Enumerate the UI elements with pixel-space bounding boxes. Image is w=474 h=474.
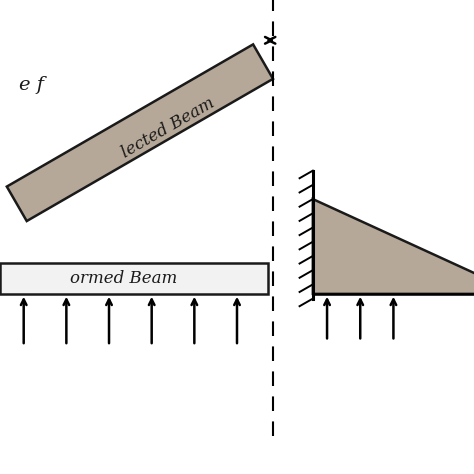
Text: e f: e f (19, 76, 44, 94)
FancyBboxPatch shape (0, 263, 268, 294)
Text: ormed Beam: ormed Beam (70, 270, 177, 287)
Polygon shape (313, 199, 474, 294)
Polygon shape (7, 45, 273, 221)
Text: lected Beam: lected Beam (119, 94, 218, 162)
Polygon shape (313, 277, 474, 294)
